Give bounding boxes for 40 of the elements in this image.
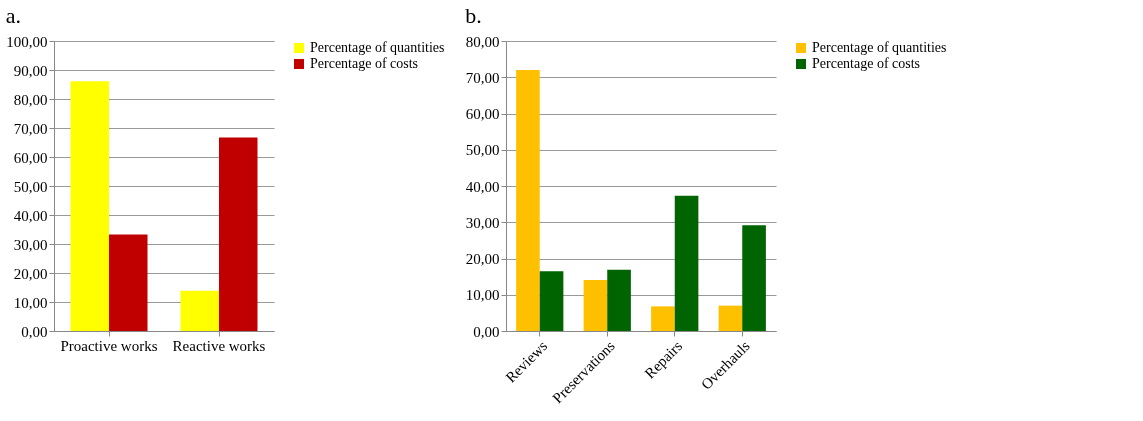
y-tick-label: 0,00 — [21, 323, 48, 340]
bar — [651, 306, 675, 331]
y-tick-label: 20,00 — [465, 251, 500, 267]
legend-label: Percentage of costs — [812, 56, 921, 71]
y-tick-label: 90,00 — [13, 62, 48, 79]
y-tick-label: 50,00 — [13, 178, 48, 195]
y-tick-label: 60,00 — [465, 106, 500, 122]
y-tick-label: 80,00 — [13, 91, 48, 108]
y-tick-label: 40,00 — [465, 178, 500, 195]
y-tick-label: 80,00 — [465, 33, 500, 50]
y-tick-label: 70,00 — [465, 69, 500, 86]
y-tick-label: 20,00 — [13, 265, 48, 282]
legend-label: Percentage of quantities — [310, 40, 445, 55]
bar — [539, 271, 564, 331]
y-tick-label: 60,00 — [13, 149, 48, 166]
bar — [109, 234, 148, 331]
y-tick-label: 10,00 — [465, 287, 500, 304]
bar — [742, 225, 766, 331]
legend-label: Percentage of quantities — [812, 40, 947, 55]
bar — [219, 137, 258, 331]
bar — [718, 305, 743, 331]
bar — [607, 269, 631, 331]
legend-label: Percentage of costs — [310, 56, 419, 71]
y-tick-label: 30,00 — [465, 214, 500, 231]
bar — [516, 70, 540, 331]
bar — [583, 279, 608, 331]
x-tick-label: Proactive works — [60, 337, 158, 354]
y-tick-label: 10,00 — [13, 294, 48, 311]
bar — [674, 195, 699, 331]
y-tick-label: 50,00 — [465, 142, 500, 159]
y-tick-label: 30,00 — [13, 236, 48, 253]
y-tick-label: 0,00 — [473, 323, 500, 340]
y-tick-label: 100,00 — [6, 33, 48, 50]
bar — [180, 290, 219, 331]
y-tick-label: 70,00 — [13, 120, 48, 137]
chart-title: a. — [5, 3, 22, 28]
bar — [70, 81, 109, 331]
x-tick-label: Reactive works — [172, 337, 266, 354]
chart-title: b. — [465, 3, 482, 28]
y-tick-label: 40,00 — [13, 207, 48, 224]
